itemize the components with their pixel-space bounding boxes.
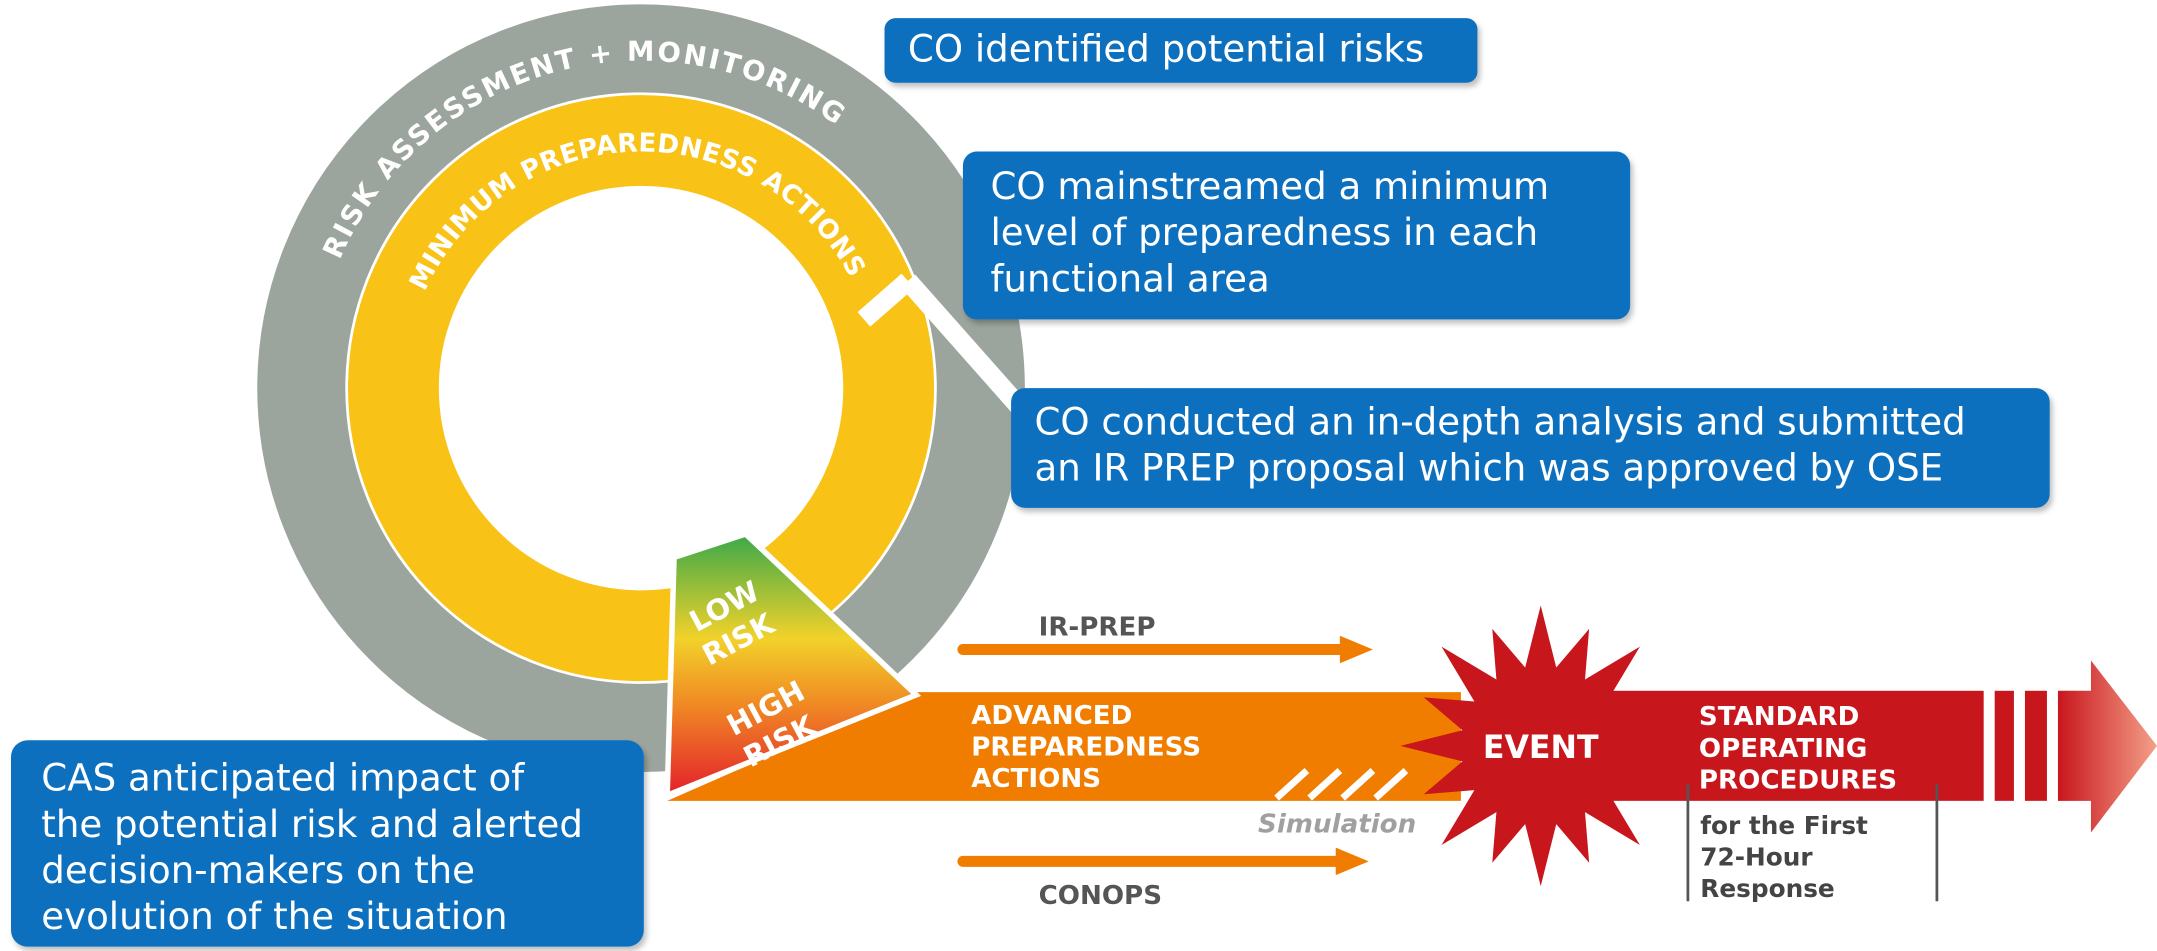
band-stripe (1994, 690, 2014, 801)
callout-line: level of preparedness in each (990, 211, 1538, 254)
conops-label: CONOPS (1039, 881, 1162, 911)
risk-wedge (664, 530, 922, 800)
callout-line: evolution of the situation (41, 895, 507, 938)
advanced-band (667, 692, 1461, 801)
sop-note-line: 72-Hour (1700, 842, 1813, 871)
simulation-hatches (1274, 768, 1409, 801)
sop-note-line: for the First (1700, 811, 1868, 840)
sop-label: STANDARD (1699, 702, 1859, 732)
advanced-label: PREPAREDNESS (971, 732, 1201, 762)
advanced-label: ACTIONS (971, 764, 1101, 794)
sop-note: for the First 72-Hour Response (1700, 811, 1868, 903)
advanced-label: ADVANCED (971, 701, 1132, 731)
event-burst (1400, 605, 1682, 887)
sop-note-line: Response (1700, 874, 1834, 903)
callout-line: the potential risk and alerted (41, 803, 583, 846)
sop-label: OPERATING (1699, 734, 1867, 764)
band-stripe (2024, 690, 2047, 801)
callout-line: functional area (990, 257, 1269, 300)
callout-box (962, 151, 1631, 320)
ring-notch (900, 274, 1033, 420)
callout-box (1011, 388, 2050, 508)
callout-line: CO identified potential risks (908, 28, 1424, 71)
callout-line: CO mainstreamed a minimum (990, 165, 1549, 208)
callout-box (884, 18, 1478, 83)
callout-texts: CO identified potential risks CO mainstre… (41, 28, 1965, 938)
callout-boxes (11, 18, 2050, 947)
sop-labels: STANDARD OPERATING PROCEDURES (1699, 702, 1897, 795)
ir-prep-label: IR-PREP (1039, 613, 1156, 643)
ir-prep-arrow-head (1339, 635, 1373, 664)
sop-label: PROCEDURES (1699, 765, 1897, 795)
preparedness-ring (348, 95, 935, 682)
callout-line: an IR PREP proposal which was approved b… (1034, 446, 1943, 489)
risk-monitoring-ring (257, 4, 1025, 772)
conops-arrow-head (1335, 847, 1369, 876)
callout-line: CAS anticipated impact of (41, 757, 525, 800)
ring-notch (857, 273, 915, 327)
arrow-head (2057, 660, 2157, 833)
callout-line: CO conducted an in-depth analysis and su… (1034, 400, 1965, 443)
event-label: EVENT (1483, 730, 1599, 766)
advanced-labels: ADVANCED PREPAREDNESS ACTIONS (971, 701, 1201, 794)
simulation-label: Simulation (1258, 809, 1416, 839)
callout-line: decision-makers on the (41, 849, 475, 892)
callout-box (11, 740, 644, 947)
